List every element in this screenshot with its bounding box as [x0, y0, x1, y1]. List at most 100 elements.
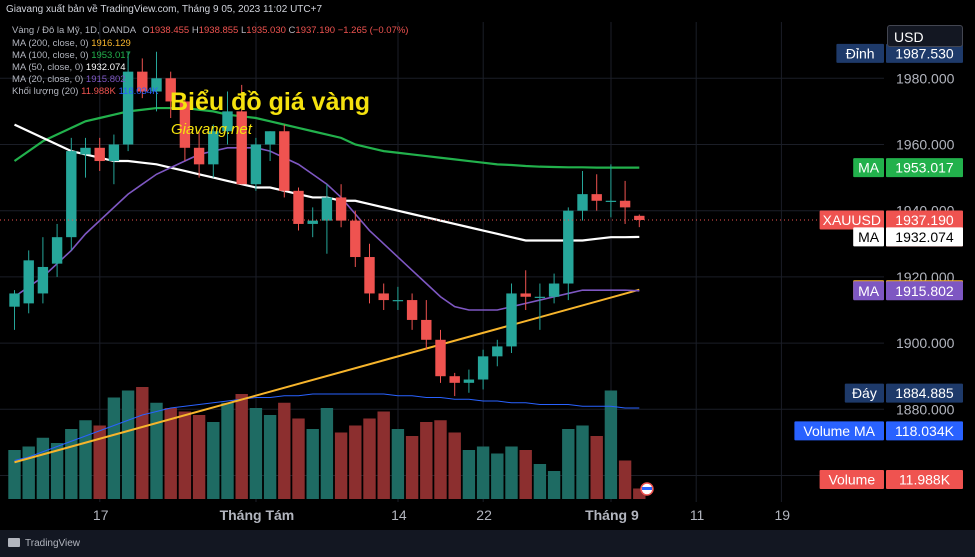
volume-bar	[36, 437, 50, 499]
candle-body	[506, 293, 517, 347]
volume-bar	[235, 394, 248, 499]
candle-body	[165, 78, 176, 102]
axis-tag-value-bg	[886, 383, 963, 403]
legend-ma200-value: 1916.129	[91, 38, 131, 49]
axis-tag: Đỉnh 1987.530	[836, 43, 963, 63]
candle-body	[236, 111, 247, 185]
volume-bar	[462, 450, 476, 499]
volume-bar	[164, 408, 177, 499]
axis-tag-label-bg	[794, 421, 884, 441]
axis-tag-value-bg	[886, 469, 963, 489]
legend-symbol-row: Vàng / Đô la Mỹ, 1D, OANDA O1938.455 H19…	[12, 25, 409, 36]
candle-body	[577, 194, 588, 211]
volume-bar	[8, 450, 21, 499]
volume-bar	[306, 429, 319, 499]
legend-ma200[interactable]: MA (200, close, 0) 1916.129	[12, 38, 131, 49]
volume-bar	[292, 418, 305, 499]
legend-change: −1.265 (−0.07%)	[337, 25, 409, 36]
candle-body	[23, 260, 34, 304]
currency-button[interactable]: USD	[887, 25, 963, 47]
legend-ma100[interactable]: MA (100, close, 0) 1953.017	[12, 50, 131, 61]
volume-bar	[405, 436, 419, 499]
candle-body	[137, 71, 148, 92]
volume-bar	[533, 464, 547, 499]
candle-body	[449, 376, 460, 383]
volume-bar	[79, 420, 92, 499]
legend-symbol: Vàng / Đô la Mỹ, 1D, OANDA	[12, 25, 136, 36]
volume-bar	[192, 415, 206, 499]
candle-body	[421, 319, 432, 340]
ma100-line	[13, 106, 640, 169]
time-tick-label: 11	[690, 507, 705, 523]
axis-tag: MA 1915.802	[853, 281, 963, 301]
volume-bar	[434, 420, 447, 499]
volume-bar	[121, 390, 135, 499]
candle-body	[222, 111, 233, 132]
volume-bar	[136, 387, 149, 499]
axis-tag-label-bg	[853, 158, 884, 178]
time-tick-label: 22	[476, 507, 492, 523]
candle-body	[307, 220, 318, 224]
overlay-title: Biểu đồ giá vàng	[170, 88, 371, 116]
volume-bar	[491, 453, 504, 499]
legend-volma-value: 118.034K	[118, 86, 159, 97]
time-tick-label: 17	[93, 507, 109, 523]
candle-body	[279, 131, 290, 191]
axis-tag-label: MA	[858, 160, 880, 176]
volume-bar	[50, 443, 64, 499]
time-tick-label: 14	[391, 507, 407, 523]
axis-tag-label-bg	[819, 469, 884, 489]
axis-tag: Volume 11.988K	[819, 469, 963, 489]
axis-tag-label: Đỉnh	[846, 45, 875, 61]
candle-body	[534, 296, 546, 298]
price-tick-label: 1960.000	[896, 136, 955, 152]
axis-tag-label-bg	[836, 43, 884, 63]
volume-bar	[590, 436, 603, 499]
axis-tag-value: 1932.074	[895, 229, 954, 245]
axis-tag-value-bg	[886, 43, 963, 63]
legend-ma50[interactable]: MA (50, close, 0) 1932.074	[12, 62, 126, 73]
legend-low: 1935.030	[246, 25, 286, 36]
overlay-watermark: Giavang.net	[171, 121, 252, 138]
candle-body	[293, 190, 304, 224]
publish-title: Giavang xuất bản về TradingView.com, Thá…	[6, 4, 323, 15]
candle-body	[605, 200, 617, 202]
candle-body	[321, 197, 333, 221]
candle-body	[435, 339, 446, 377]
volume-bar	[249, 408, 263, 499]
candle-body	[350, 220, 361, 258]
axis-tag-label-bg	[844, 383, 884, 403]
volume-bar	[547, 471, 561, 499]
legend-ma20[interactable]: MA (20, close, 0) 1915.802	[12, 74, 126, 85]
candle-body	[392, 300, 404, 302]
legend-volume[interactable]: Khối lượng (20) 11.988K 118.034K	[12, 86, 159, 97]
axis-tag-value-bg	[886, 227, 963, 247]
volume-bar	[576, 425, 589, 499]
legend-ma50-value: 1932.074	[85, 62, 126, 73]
volume-bar	[519, 450, 532, 499]
candle-body	[477, 356, 489, 380]
candle-body	[378, 293, 389, 301]
candle-body	[364, 257, 375, 294]
time-tick-label: Tháng Tám	[220, 507, 295, 523]
volume-bar	[618, 460, 632, 499]
axis-tag-value: 1953.017	[895, 160, 954, 176]
volume-bar	[505, 446, 518, 499]
candle-body	[563, 210, 574, 284]
axis-tag-label-bg	[853, 227, 884, 247]
legend-volume-value: 11.988K	[81, 86, 116, 97]
legend-high: 1938.855	[198, 25, 239, 36]
tradingview-logo-icon	[8, 538, 20, 547]
volume-bar	[448, 432, 461, 499]
volume-bar	[207, 422, 220, 499]
candle-body	[179, 101, 191, 148]
candle-body	[122, 71, 134, 145]
candle-body	[591, 194, 602, 201]
volume-bar	[320, 408, 334, 499]
ma200-line	[14, 288, 640, 464]
candle-body	[634, 215, 645, 220]
candle-body	[108, 144, 120, 162]
candle-body	[406, 300, 418, 320]
price-chart[interactable]: 1860.0001880.0001900.0001920.0001940.000…	[0, 20, 975, 530]
volume-bar	[93, 425, 106, 499]
